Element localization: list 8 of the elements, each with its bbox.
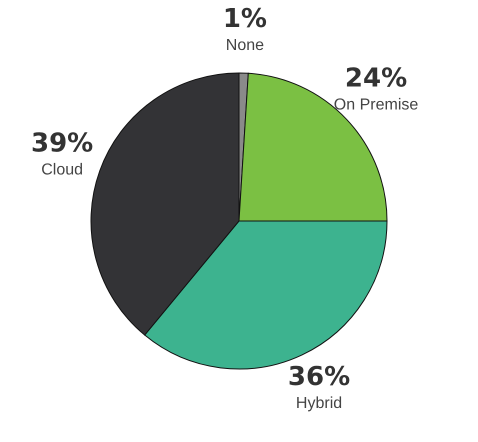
slice-label: Cloud xyxy=(41,161,84,178)
slice-label: On Premise xyxy=(334,96,418,114)
data-label: 1% xyxy=(222,4,267,34)
data-label: 24% xyxy=(344,63,408,94)
data-label: 39% xyxy=(30,128,94,158)
slice-label: Hybrid xyxy=(296,395,342,412)
data-label: 36% xyxy=(288,362,350,392)
slice-label: None xyxy=(226,37,264,54)
